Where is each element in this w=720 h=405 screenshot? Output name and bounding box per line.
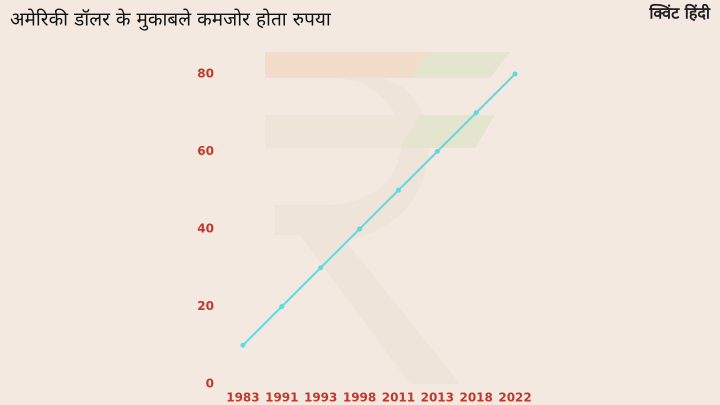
data-point (434, 149, 440, 154)
data-line (242, 73, 516, 346)
data-point (512, 71, 518, 77)
data-point (318, 265, 324, 271)
y-tick-label: 20 (197, 299, 214, 313)
x-tick-label: 1998 (343, 391, 376, 405)
data-point (279, 304, 285, 309)
data-point (395, 187, 401, 193)
x-tick-label: 1983 (226, 391, 259, 405)
x-tick-label: 2011 (382, 391, 415, 405)
x-tick-label: 1991 (265, 391, 298, 405)
x-tick-label: 2018 (459, 391, 492, 405)
y-tick-label: 80 (197, 67, 214, 81)
brand-logo: क्विंट हिंदी (648, 4, 711, 23)
data-point (473, 110, 479, 116)
x-tick-label: 2013 (421, 391, 454, 405)
x-tick-label: 1993 (304, 391, 337, 405)
x-tick-label: 2022 (498, 391, 531, 405)
chart-title: अमेरिकी डॉलर के मुकाबले कमजोर होता रुपया (10, 8, 332, 32)
y-tick-label: 60 (197, 144, 214, 158)
y-tick-label: 40 (197, 222, 214, 236)
data-point (357, 226, 363, 232)
rupee-watermark (265, 52, 510, 384)
data-point (240, 342, 246, 348)
y-tick-label: 0 (206, 377, 214, 391)
